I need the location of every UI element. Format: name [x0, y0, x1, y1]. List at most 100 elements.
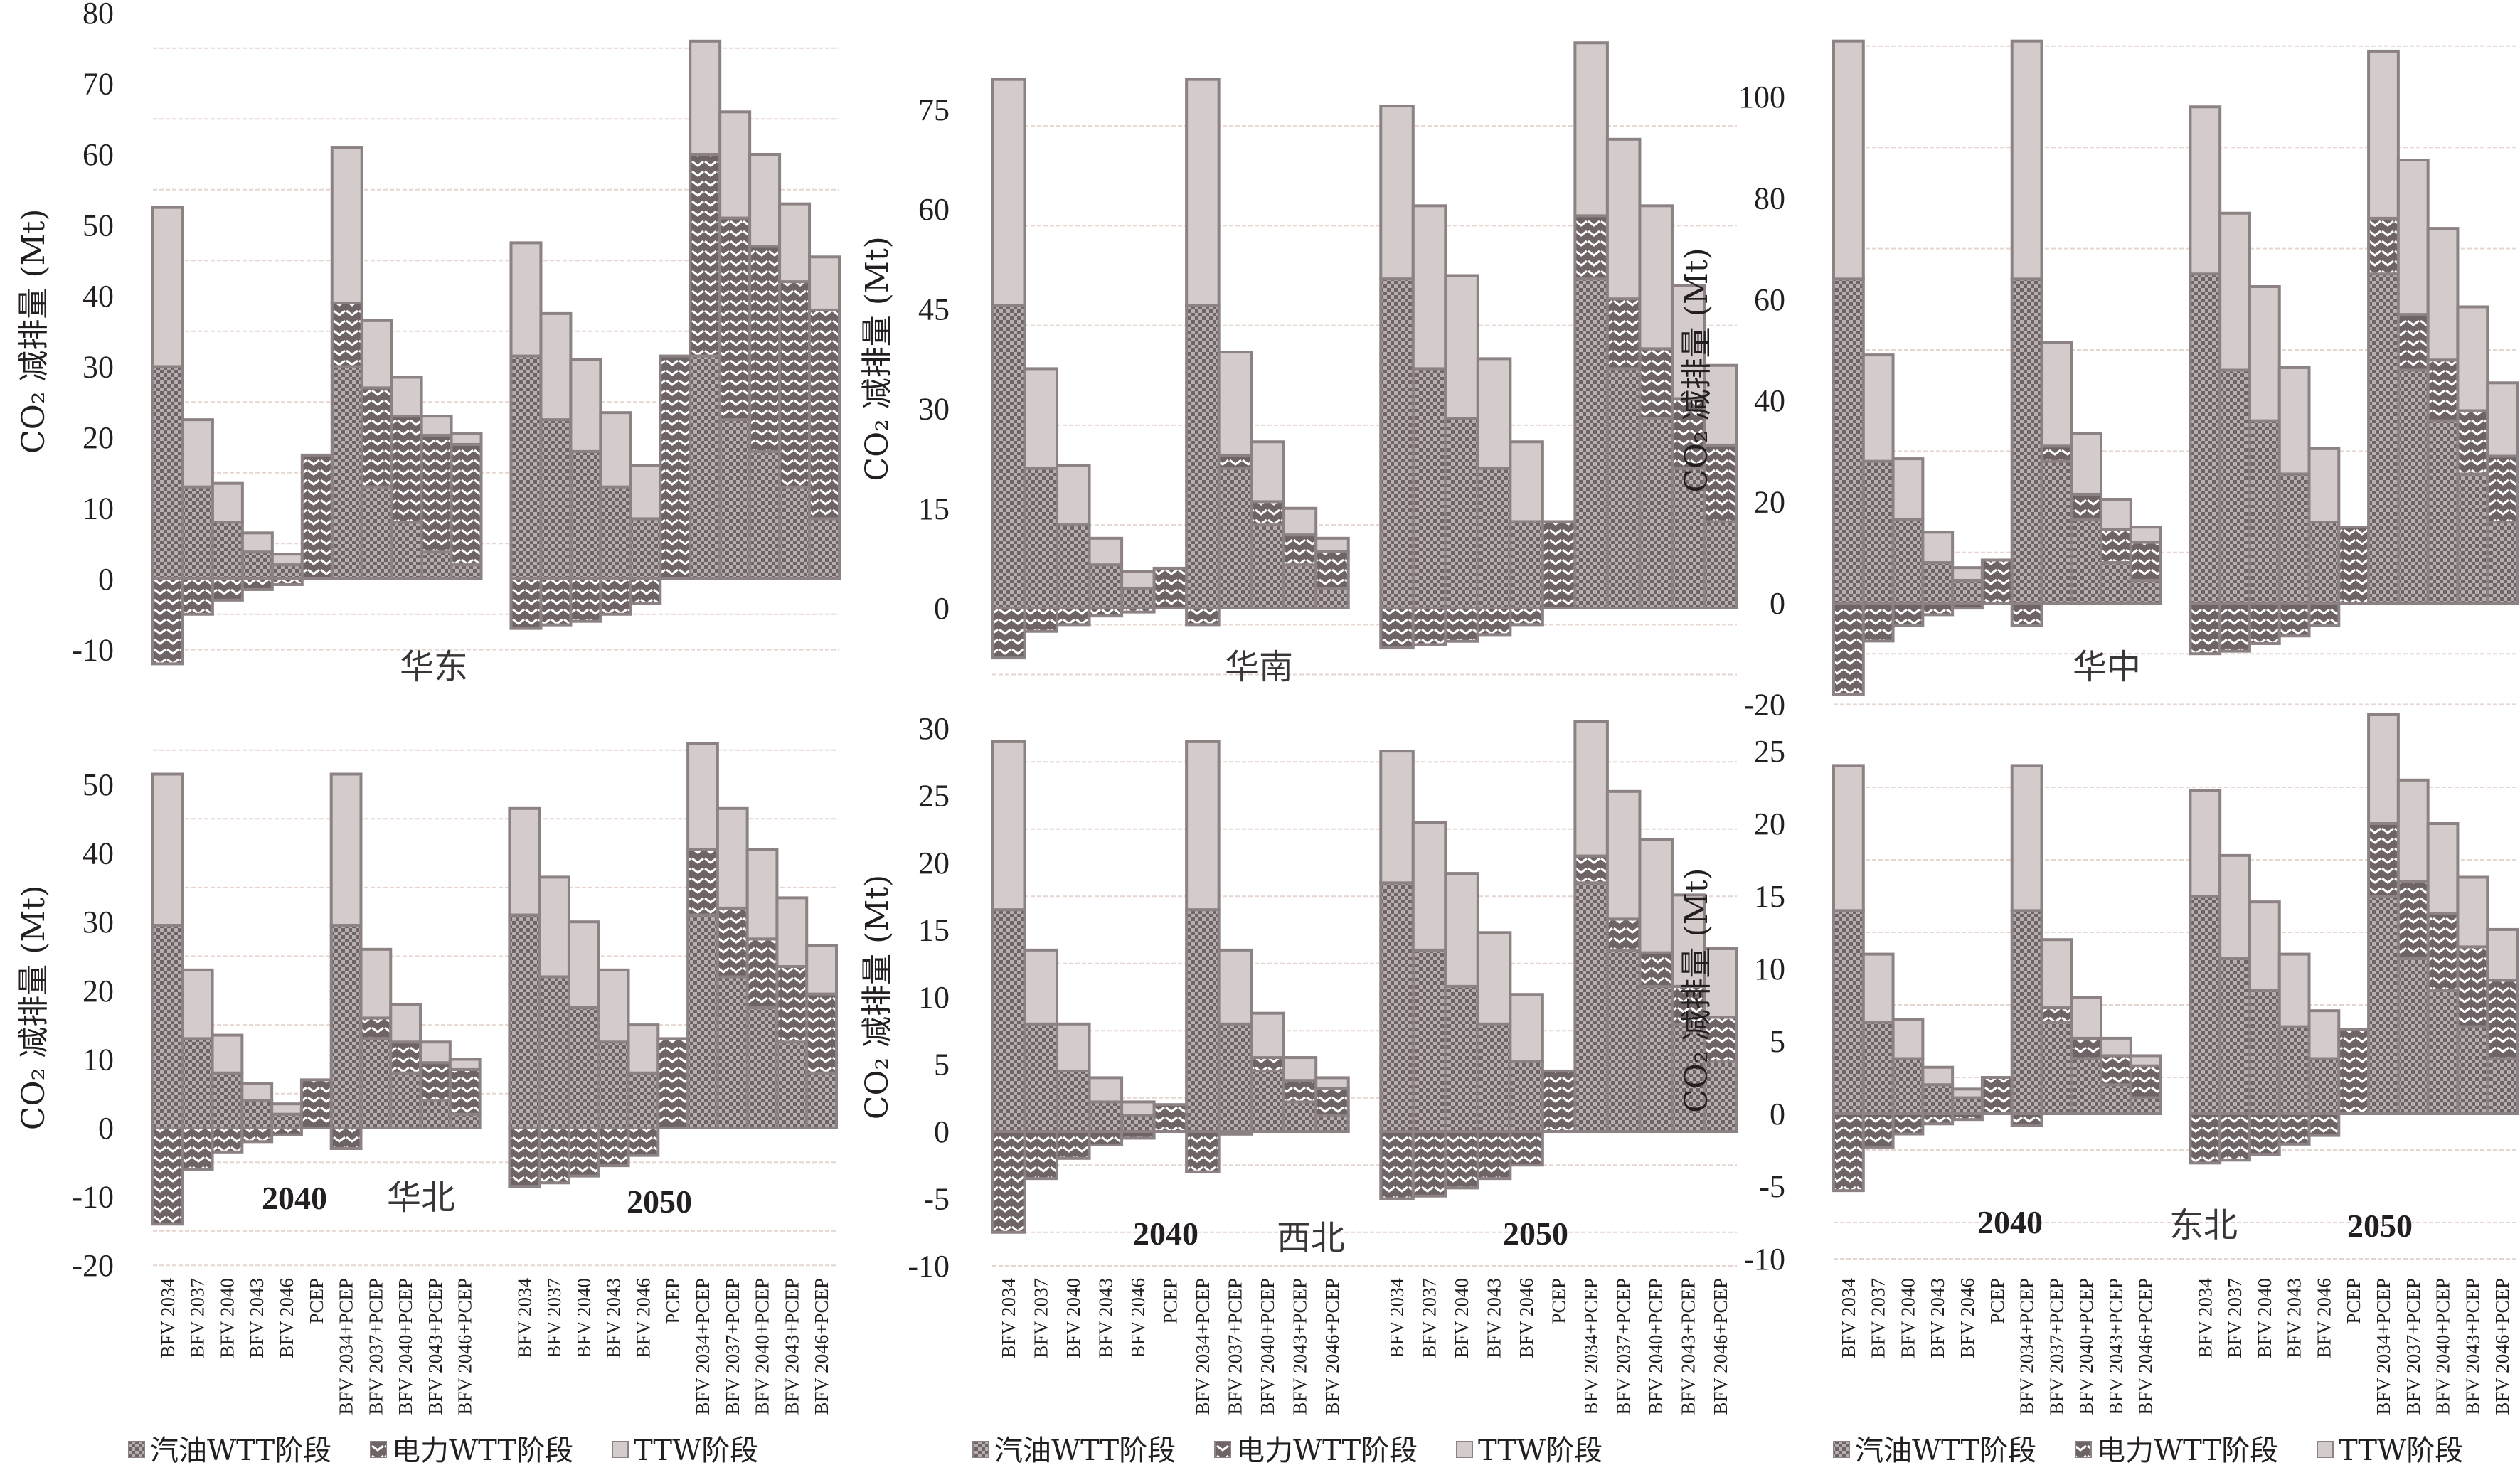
- bar-segment-elec-wtt: [1217, 453, 1253, 470]
- bar-2040-7: [2040, 341, 2073, 605]
- panel-0: -10 0 10 20 30 40 50 60 70 80 CO₂ 减排量 (Mt) 华东: [16, 0, 841, 687]
- bar-segment-gas-wtt: [2396, 368, 2430, 605]
- bar-segment-elec-wtt-negative: [1832, 1112, 1865, 1193]
- bar-2050-0: [1379, 105, 1415, 650]
- bar-2050-9: [2456, 305, 2489, 605]
- bar-segment-elec-wtt-negative: [151, 577, 184, 666]
- bar-segment-ttw: [389, 1003, 422, 1044]
- bar-segment-gas-wtt: [991, 908, 1026, 1134]
- bar-segment-gas-wtt: [2100, 561, 2132, 605]
- bar-segment-elec-wtt-negative: [240, 1127, 274, 1144]
- y-tick-label: 10: [83, 1042, 114, 1077]
- bar-segment-elec-wtt-negative: [1023, 607, 1059, 633]
- bar-segment-gas-wtt: [1476, 467, 1512, 610]
- x-tick-label: BFV 2037+PCEP: [1224, 1278, 1245, 1415]
- bar-segment-ttw: [270, 1102, 303, 1116]
- bar-segment-gas-wtt: [1861, 459, 1895, 605]
- bar-segment-ttw: [211, 481, 244, 524]
- bar-2050-4: [1509, 440, 1544, 627]
- x-tick-label: BFV 2040: [573, 1278, 595, 1358]
- bar-2050-10: [2486, 927, 2519, 1115]
- bar-2050-5: [1541, 1069, 1577, 1133]
- bar-segment-gas-wtt: [2218, 368, 2251, 605]
- y-tick-label: -10: [72, 633, 114, 668]
- bar-segment-ttw: [1573, 720, 1609, 858]
- bar-segment-ttw: [2396, 159, 2430, 316]
- bar-segment-ttw: [1921, 531, 1955, 565]
- bar-2040-4: [270, 1102, 303, 1136]
- bar-segment-gas-wtt: [508, 913, 541, 1130]
- x-tick-label: BFV 2046+PCEP: [811, 1278, 832, 1415]
- bar-segment-elec-wtt-negative: [2189, 1112, 2222, 1165]
- bar-segment-elec-wtt: [2367, 822, 2400, 898]
- bar-segment-gas-wtt: [2189, 895, 2222, 1115]
- bar-2050-7: [2396, 159, 2430, 605]
- bar-segment-elec-wtt-negative: [1120, 1130, 1156, 1140]
- bar-segment-ttw: [1056, 1022, 1091, 1072]
- bar-segment-gas-wtt: [2367, 272, 2400, 605]
- panel-1: 0 15 30 45 60 75 CO₂ 减排量 (Mt) 华南: [859, 41, 1739, 687]
- bar-segment-elec-wtt: [330, 301, 363, 368]
- bar-segment-ttw: [2486, 381, 2519, 458]
- bar-segment-gas-wtt: [1670, 1022, 1706, 1134]
- x-tick-label: BFV 2040+PCEP: [1257, 1278, 1278, 1415]
- bar-2050-0: [508, 806, 541, 1188]
- bar-2040-5: [1980, 558, 2014, 605]
- x-tick-label: BFV 2034+PCEP: [1192, 1278, 1213, 1415]
- bar-segment-elec-wtt: [2396, 313, 2430, 372]
- x-tick-label: BFV 2046: [2313, 1278, 2334, 1358]
- bar-segment-ttw: [718, 110, 752, 220]
- bar-segment-elec-wtt-negative: [539, 577, 573, 627]
- bar-segment-gas-wtt: [240, 1099, 274, 1129]
- bar-segment-gas-wtt: [1509, 1060, 1544, 1133]
- bar-segment-gas-wtt: [1250, 523, 1285, 609]
- bar-segment-ttw: [991, 740, 1026, 912]
- y-axis-title: CO₂ 减排量 (Mt): [859, 236, 895, 481]
- x-tick-label: BFV 2034: [998, 1278, 1019, 1358]
- bar-2050-2: [1444, 274, 1479, 643]
- bar-2050-6: [689, 39, 722, 580]
- x-tick-label: BFV 2037: [1030, 1278, 1051, 1358]
- bar-segment-ttw: [2010, 39, 2043, 281]
- bar-segment-gas-wtt: [1509, 520, 1544, 610]
- bar-segment-ttw: [1217, 351, 1253, 457]
- bar-2050-7: [2396, 778, 2430, 1115]
- bar-segment-ttw: [991, 78, 1026, 307]
- x-tick-label: BFV 2043: [246, 1278, 267, 1358]
- bar-segment-gas-wtt: [991, 304, 1026, 609]
- bar-2050-9: [2456, 875, 2489, 1115]
- bar-segment-gas-wtt: [359, 1037, 393, 1130]
- legend-elec-wtt-label: 电力WTT阶段: [392, 1434, 573, 1467]
- bar-segment-elec-wtt: [2040, 1006, 2073, 1024]
- bar-segment-ttw: [1509, 993, 1544, 1063]
- x-tick-label: BFV 2037: [543, 1278, 565, 1358]
- bar-segment-elec-wtt: [1541, 520, 1577, 610]
- bar-segment-ttw: [181, 968, 214, 1040]
- bar-2050-6: [2367, 49, 2400, 605]
- bar-segment-elec-wtt-negative: [2277, 1112, 2311, 1146]
- bar-segment-gas-wtt: [1921, 561, 1955, 605]
- y-tick-label: 60: [1754, 282, 1785, 317]
- bar-segment-elec-wtt-negative: [1411, 607, 1447, 646]
- bar-segment-ttw: [716, 806, 749, 910]
- y-tick-label: 30: [83, 905, 114, 939]
- bar-segment-elec-wtt-negative: [2277, 602, 2311, 638]
- bar-2040-7: [1217, 948, 1253, 1136]
- y-tick-label: 60: [83, 137, 114, 172]
- bar-2050-2: [1444, 872, 1479, 1190]
- legend-elec-wtt: 电力WTT阶段: [1214, 1434, 1418, 1467]
- bar-2040-10: [450, 432, 483, 580]
- bar-2040-6: [2010, 764, 2043, 1127]
- bar-segment-gas-wtt: [1891, 1057, 1925, 1115]
- bar-segment-gas-wtt: [448, 1112, 482, 1130]
- bar-2050-10: [808, 255, 841, 580]
- bar-segment-ttw: [1832, 39, 1865, 281]
- bar-segment-elec-wtt-negative: [211, 577, 244, 602]
- bar-segment-elec-wtt: [360, 386, 393, 489]
- legend-elec-wtt-label: 电力WTT阶段: [2097, 1434, 2278, 1467]
- bar-segment-gas-wtt: [2070, 1057, 2103, 1115]
- bar-2040-0: [1832, 764, 1865, 1193]
- x-tick-label: BFV 2040+PCEP: [2433, 1278, 2454, 1415]
- bar-segment-gas-wtt: [2010, 909, 2043, 1116]
- legend-ttw: TTW阶段: [612, 1434, 758, 1467]
